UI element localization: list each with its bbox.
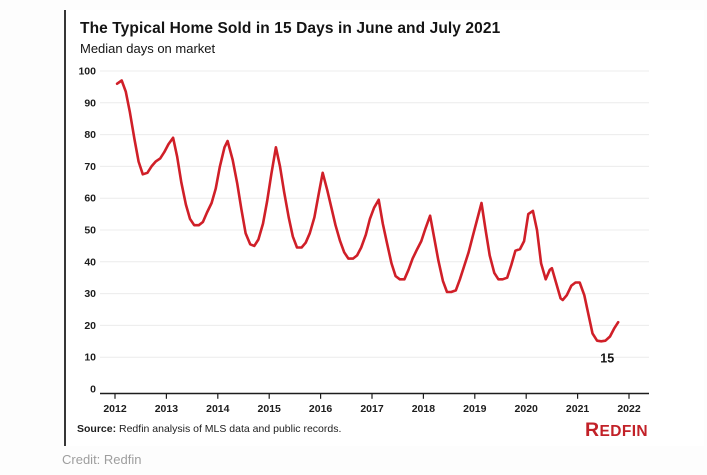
redfin-logo: REDFIN: [585, 419, 648, 441]
x-tick-label: 2014: [206, 403, 230, 415]
x-tick-label: 2019: [463, 403, 487, 415]
y-tick-label: 10: [84, 352, 96, 364]
y-tick-label: 70: [84, 161, 96, 173]
y-tick-label: 20: [84, 320, 96, 332]
y-tick-label: 80: [84, 129, 96, 141]
x-tick-label: 2017: [360, 403, 384, 415]
figure-card: The Typical Home Sold in 15 Days in June…: [64, 10, 704, 446]
y-tick-label: 50: [84, 225, 96, 237]
y-tick-label: 60: [84, 193, 96, 205]
x-tick-label: 2020: [515, 403, 539, 415]
y-tick-label: 100: [78, 66, 96, 78]
x-tick-label: 2022: [617, 403, 641, 415]
x-tick-label: 2012: [103, 403, 127, 415]
figure-credit: Credit: Redfin: [62, 452, 142, 467]
days-on-market-line: [115, 79, 620, 343]
x-tick-label: 2018: [412, 403, 436, 415]
y-tick-label: 90: [84, 97, 96, 109]
y-tick-label: 30: [84, 288, 96, 300]
x-tick-label: 2013: [155, 403, 179, 415]
x-tick-label: 2016: [309, 403, 333, 415]
x-tick-label: 2015: [258, 403, 282, 415]
chart-title: The Typical Home Sold in 15 Days in June…: [80, 20, 501, 37]
x-tick-label: 2021: [566, 403, 590, 415]
min-value-annotation: 15: [600, 351, 614, 365]
chart-subtitle: Median days on market: [80, 41, 216, 56]
source-note: Source: Redfin analysis of MLS data and …: [77, 423, 341, 435]
source-label: Source:: [77, 423, 117, 435]
source-text: Redfin analysis of MLS data and public r…: [116, 423, 342, 435]
y-tick-label: 0: [90, 384, 96, 396]
y-tick-label: 40: [84, 256, 96, 268]
